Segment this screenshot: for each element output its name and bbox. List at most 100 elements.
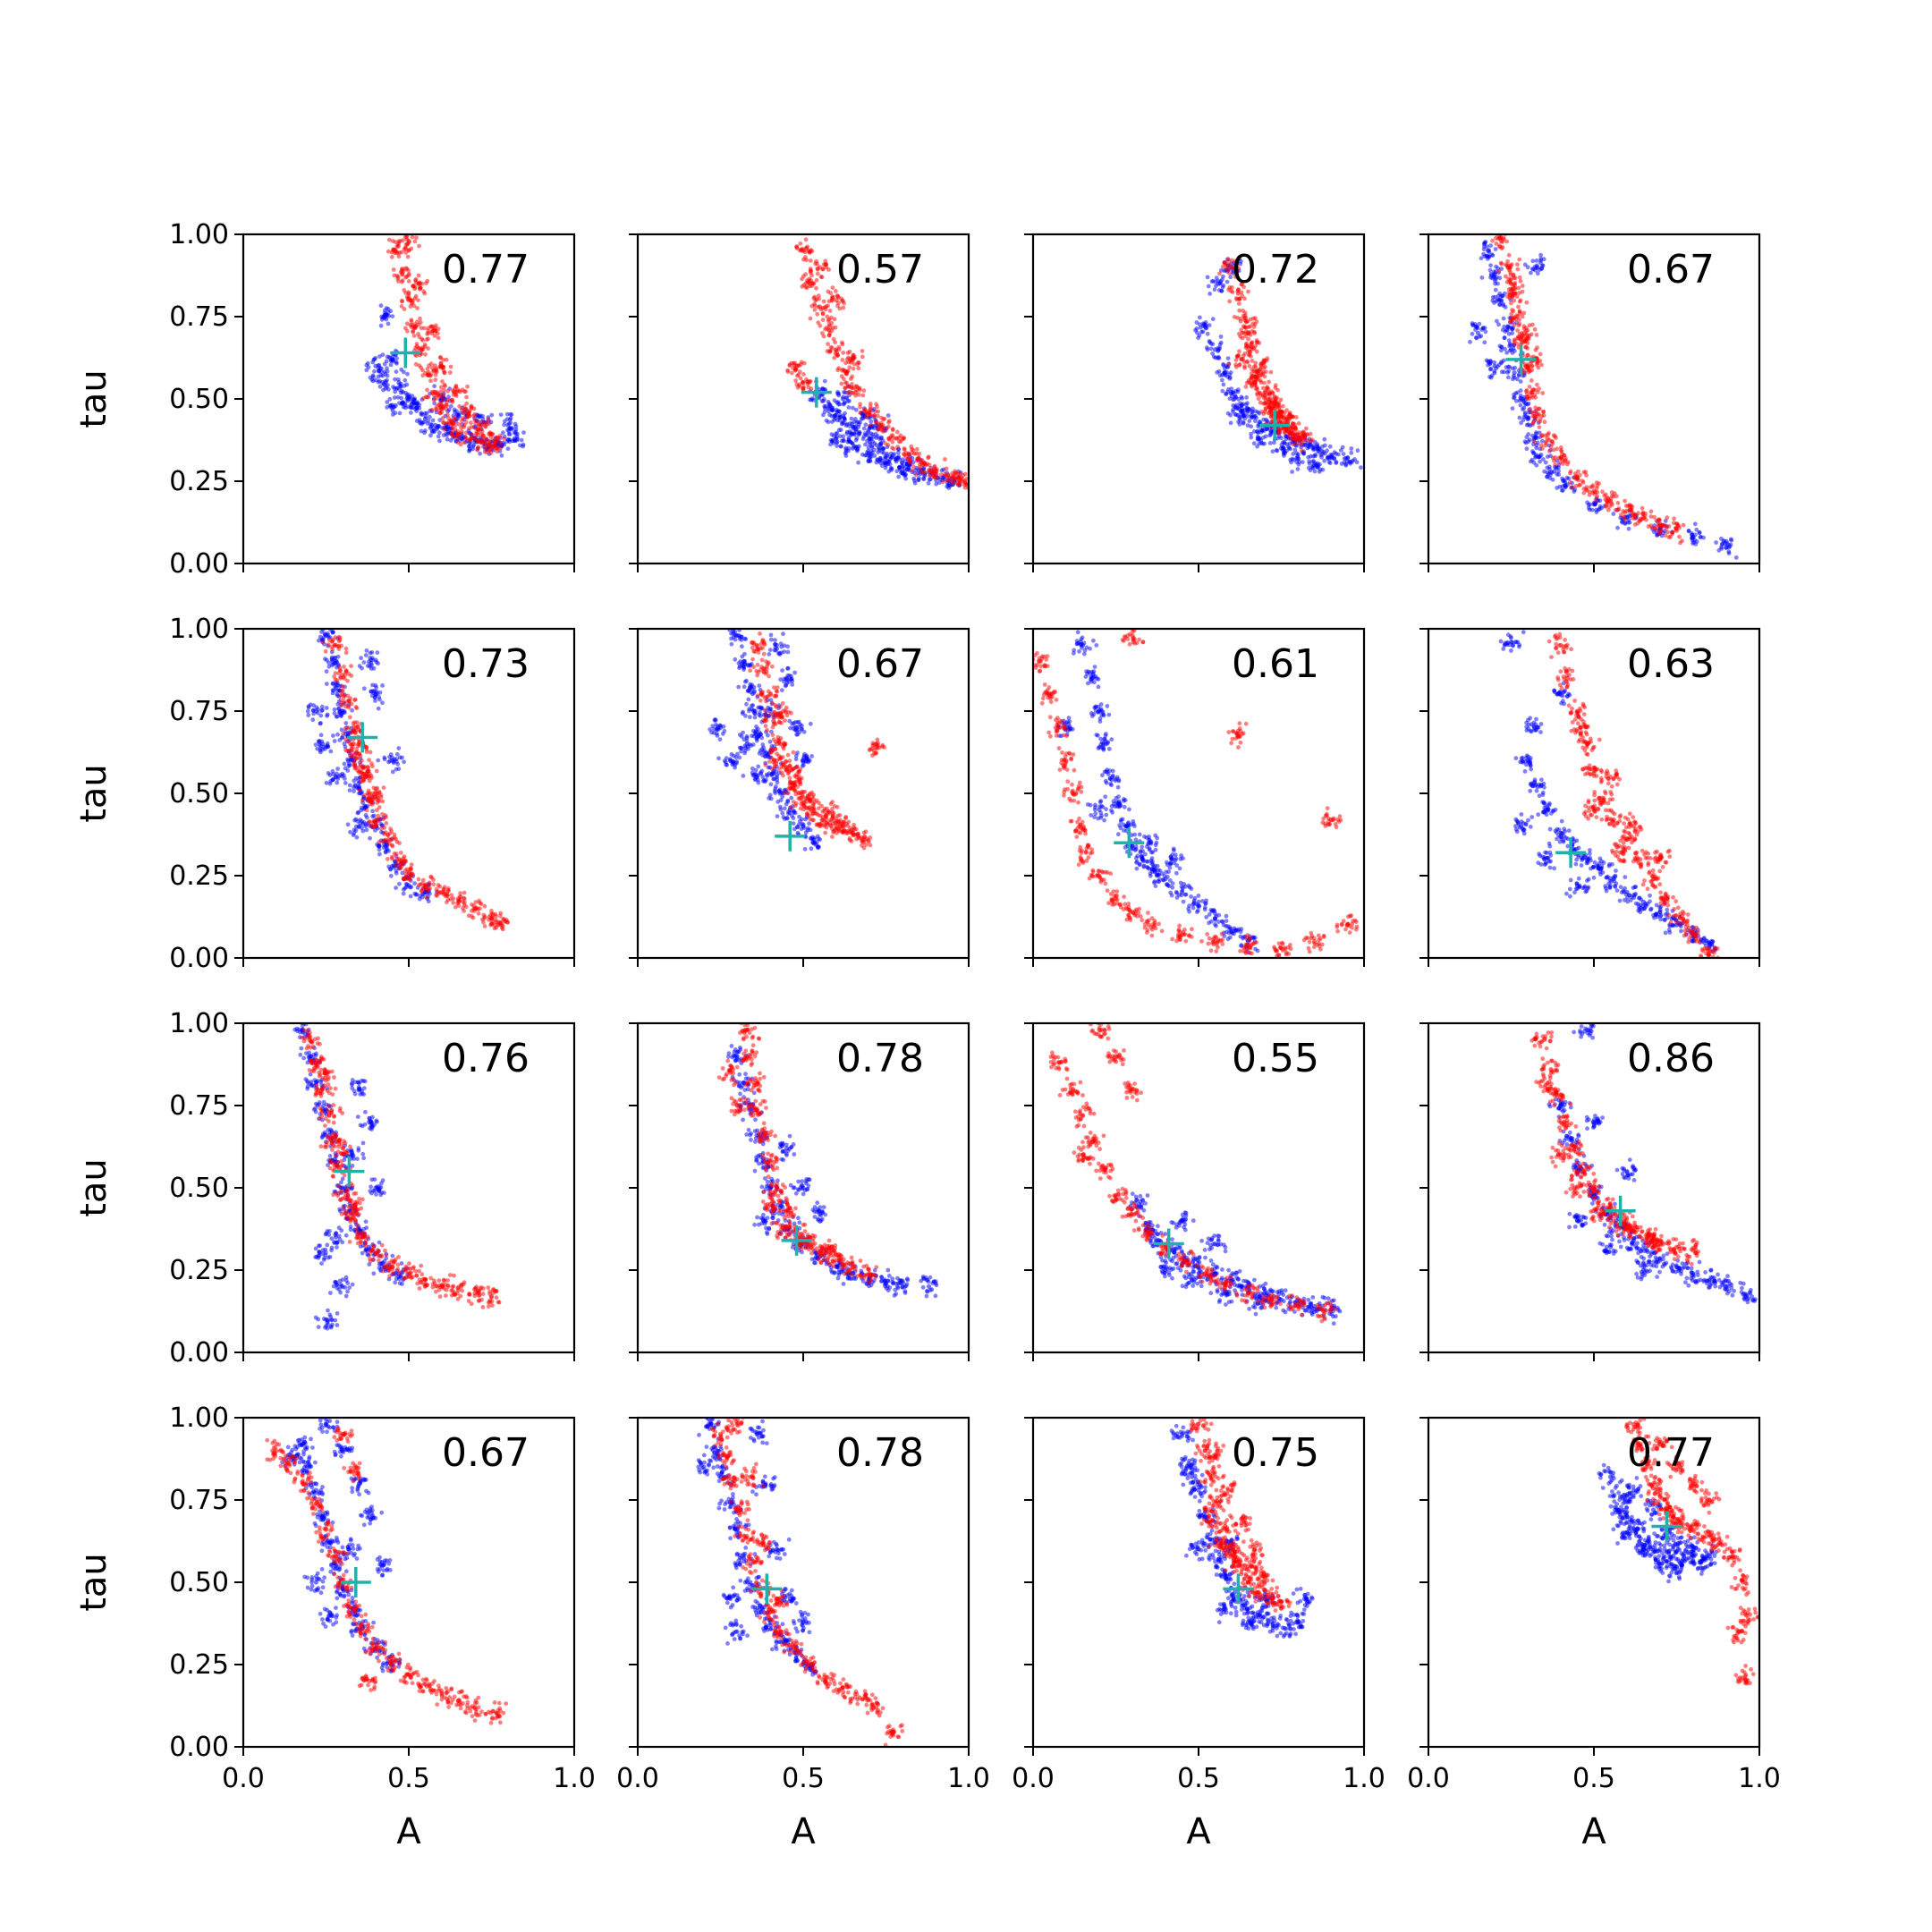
scatter-point-red	[425, 366, 430, 371]
scatter-point-blue	[441, 433, 446, 437]
scatter-point-red	[909, 444, 914, 449]
scatter-point-red	[374, 768, 379, 774]
scatter-point-blue	[489, 412, 495, 418]
scatter-point-red	[433, 377, 438, 383]
scatter-point-red	[423, 352, 428, 357]
scatter-point-red	[841, 305, 846, 310]
scatter-point-red	[841, 367, 845, 372]
scatter-point-red	[1237, 349, 1241, 354]
scatter-point-blue	[830, 438, 835, 443]
scatter-point-red	[483, 440, 487, 445]
scatter-point-red	[1245, 318, 1250, 324]
scatter-point-red	[478, 906, 482, 911]
scatter-point-red	[416, 883, 421, 887]
scatter-point-red	[422, 342, 428, 347]
scatter-point-red	[923, 462, 928, 468]
scatter-point-blue	[513, 427, 519, 432]
scatter-point-blue	[740, 711, 745, 716]
scatter-point-blue	[1255, 428, 1259, 434]
scatter-point-red	[1236, 301, 1241, 306]
scatter-point-blue	[518, 443, 522, 448]
scatter-point-red	[449, 893, 454, 898]
scatter-point-blue	[352, 827, 357, 833]
scatter-point-blue	[424, 411, 429, 416]
scatter-point-red	[929, 468, 935, 473]
scatter-point-blue	[1719, 545, 1724, 550]
scatter-point-blue	[752, 715, 758, 720]
scatter-point-blue	[504, 411, 510, 417]
scatter-point-blue	[330, 768, 335, 774]
scatter-point-red	[926, 454, 931, 460]
scatter-point-blue	[775, 773, 779, 778]
scatter-point-blue	[380, 683, 385, 688]
scatter-point-red	[1538, 352, 1543, 357]
scatter-point-blue	[448, 403, 453, 409]
scatter-point-blue	[817, 387, 822, 392]
scatter-point-blue	[748, 690, 753, 695]
scatter-point-red	[1558, 445, 1563, 450]
scatter-point-red	[875, 404, 879, 410]
scatter-point-red	[928, 473, 932, 479]
scatter-point-red	[1276, 411, 1282, 415]
scatter-point-red	[927, 462, 932, 468]
scatter-point-blue	[394, 886, 398, 890]
scatter-point-blue	[785, 649, 791, 655]
scatter-point-blue	[797, 814, 801, 819]
scatter-point-red	[1523, 389, 1529, 394]
scatter-point-blue	[1336, 452, 1341, 457]
scatter-point-red	[447, 370, 453, 375]
scatter-point-red	[1547, 449, 1552, 453]
scatter-point-red	[346, 705, 352, 710]
scatter-point-blue	[847, 398, 852, 403]
scatter-point-blue	[1726, 549, 1732, 555]
scatter-point-red	[807, 276, 812, 282]
scatter-point-blue	[400, 870, 405, 876]
scatter-point-blue	[1249, 424, 1254, 429]
scatter-point-blue	[397, 881, 402, 886]
scatter-point-red	[1510, 288, 1515, 293]
scatter-point-red	[337, 635, 343, 640]
scatter-point-red	[386, 249, 391, 254]
scatter-point-blue	[394, 360, 399, 365]
scatter-point-blue	[744, 701, 749, 707]
scatter-point-red	[847, 349, 852, 354]
scatter-point-red	[1217, 271, 1222, 276]
scatter-point-blue	[323, 657, 327, 662]
scatter-point-blue	[1355, 448, 1360, 453]
scatter-point-red	[835, 368, 840, 373]
scatter-point-blue	[1697, 530, 1702, 535]
scatter-point-red	[342, 665, 346, 669]
scatter-point-red	[341, 700, 346, 706]
scatter-point-red	[1606, 496, 1611, 501]
scatter-point-red	[417, 286, 422, 292]
scatter-point-blue	[1690, 532, 1695, 538]
scatter-point-blue	[386, 759, 391, 765]
scatter-point-red	[411, 284, 416, 289]
scatter-point-red	[1236, 287, 1241, 292]
scatter-point-red	[813, 261, 818, 267]
scatter-point-blue	[306, 704, 311, 708]
scatter-point-red	[860, 393, 866, 398]
scatter-point-blue	[1698, 535, 1703, 540]
scatter-point-red	[1532, 393, 1538, 397]
scatter-point-blue	[774, 784, 778, 789]
scatter-point-red	[420, 877, 426, 883]
scatter-point-blue	[397, 411, 402, 416]
scatter-point-red	[1235, 354, 1241, 359]
scatter-point-blue	[778, 641, 784, 647]
scatter-point-blue	[371, 665, 377, 671]
scatter-point-red	[917, 465, 922, 470]
scatter-point-red	[495, 445, 499, 451]
scatter-point-blue	[1233, 405, 1238, 410]
scatter-point-red	[846, 355, 851, 360]
scatter-point-blue	[1323, 451, 1327, 456]
scatter-point-red	[336, 644, 342, 648]
scatter-point-blue	[335, 780, 340, 785]
scatter-point-red	[1542, 419, 1547, 425]
scatter-point-red	[426, 336, 430, 342]
scatter-point-red	[420, 338, 425, 343]
scatter-point-red	[344, 669, 349, 674]
scatter-point-red	[1234, 269, 1239, 275]
scatter-point-blue	[396, 746, 402, 750]
scatter-point-blue	[1205, 331, 1210, 336]
